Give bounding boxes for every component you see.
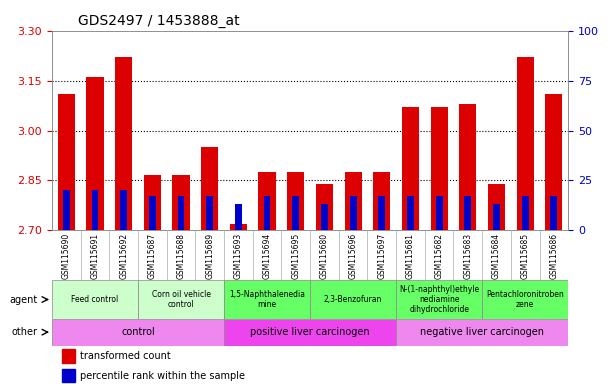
Text: Corn oil vehicle
control: Corn oil vehicle control <box>152 290 211 309</box>
Bar <box>62 349 75 363</box>
Bar <box>407 197 414 230</box>
Text: GSM115692: GSM115692 <box>119 233 128 279</box>
Text: control: control <box>121 327 155 337</box>
Bar <box>349 197 357 230</box>
Bar <box>258 172 276 230</box>
Bar <box>263 197 271 230</box>
Text: 2,3-Benzofuran: 2,3-Benzofuran <box>324 295 382 304</box>
FancyBboxPatch shape <box>396 319 568 346</box>
Bar <box>436 197 442 230</box>
Bar <box>120 190 127 230</box>
Text: positive liver carcinogen: positive liver carcinogen <box>251 327 370 337</box>
FancyBboxPatch shape <box>224 319 396 346</box>
Text: GSM115697: GSM115697 <box>377 233 386 279</box>
FancyBboxPatch shape <box>52 280 138 319</box>
Bar <box>92 190 98 230</box>
Text: GSM115693: GSM115693 <box>234 233 243 279</box>
Bar <box>86 77 104 230</box>
Bar <box>316 184 333 230</box>
Bar <box>230 224 247 230</box>
Bar <box>517 57 534 230</box>
Bar <box>378 197 385 230</box>
Bar <box>493 204 500 230</box>
Bar <box>62 369 75 382</box>
FancyBboxPatch shape <box>310 280 396 319</box>
Text: GSM115682: GSM115682 <box>434 233 444 279</box>
Text: GSM115689: GSM115689 <box>205 233 214 279</box>
Text: percentile rank within the sample: percentile rank within the sample <box>80 371 246 381</box>
Bar <box>464 197 471 230</box>
Bar <box>459 104 477 230</box>
Text: transformed count: transformed count <box>80 351 171 361</box>
Text: GSM115685: GSM115685 <box>521 233 530 279</box>
Text: GSM115680: GSM115680 <box>320 233 329 279</box>
Bar <box>292 197 299 230</box>
Bar <box>172 175 189 230</box>
Text: GSM115681: GSM115681 <box>406 233 415 279</box>
Text: GSM115686: GSM115686 <box>549 233 558 279</box>
Bar <box>57 94 75 230</box>
Text: GSM115683: GSM115683 <box>463 233 472 279</box>
Text: GSM115690: GSM115690 <box>62 233 71 279</box>
Text: agent: agent <box>9 295 38 305</box>
Bar <box>63 190 70 230</box>
Bar <box>207 197 213 230</box>
Bar <box>178 197 185 230</box>
Bar <box>522 197 529 230</box>
Bar <box>431 107 448 230</box>
Text: GSM115684: GSM115684 <box>492 233 501 279</box>
FancyBboxPatch shape <box>482 280 568 319</box>
FancyBboxPatch shape <box>138 280 224 319</box>
Text: negative liver carcinogen: negative liver carcinogen <box>420 327 544 337</box>
Bar <box>321 204 328 230</box>
Text: GSM115695: GSM115695 <box>291 233 300 279</box>
Text: N-(1-naphthyl)ethyle
nediamine
dihydrochloride: N-(1-naphthyl)ethyle nediamine dihydroch… <box>399 285 479 314</box>
Bar <box>551 197 557 230</box>
Bar <box>235 204 242 230</box>
Bar <box>149 197 156 230</box>
FancyBboxPatch shape <box>52 319 224 346</box>
Bar <box>287 172 304 230</box>
FancyBboxPatch shape <box>224 280 310 319</box>
Bar <box>345 172 362 230</box>
Bar <box>373 172 390 230</box>
Bar <box>402 107 419 230</box>
Text: GSM115696: GSM115696 <box>349 233 357 279</box>
Text: GSM115687: GSM115687 <box>148 233 157 279</box>
Text: GDS2497 / 1453888_at: GDS2497 / 1453888_at <box>78 14 240 28</box>
Text: 1,5-Naphthalenedia
mine: 1,5-Naphthalenedia mine <box>229 290 305 309</box>
Text: GSM115694: GSM115694 <box>263 233 271 279</box>
Text: Feed control: Feed control <box>71 295 119 304</box>
Text: Pentachloronitroben
zene: Pentachloronitroben zene <box>486 290 564 309</box>
Text: GSM115691: GSM115691 <box>90 233 100 279</box>
Bar <box>488 184 505 230</box>
Bar <box>115 57 132 230</box>
FancyBboxPatch shape <box>396 280 482 319</box>
Text: other: other <box>12 327 38 337</box>
Bar <box>201 147 218 230</box>
Bar <box>144 175 161 230</box>
Text: GSM115688: GSM115688 <box>177 233 186 279</box>
Bar <box>545 94 563 230</box>
